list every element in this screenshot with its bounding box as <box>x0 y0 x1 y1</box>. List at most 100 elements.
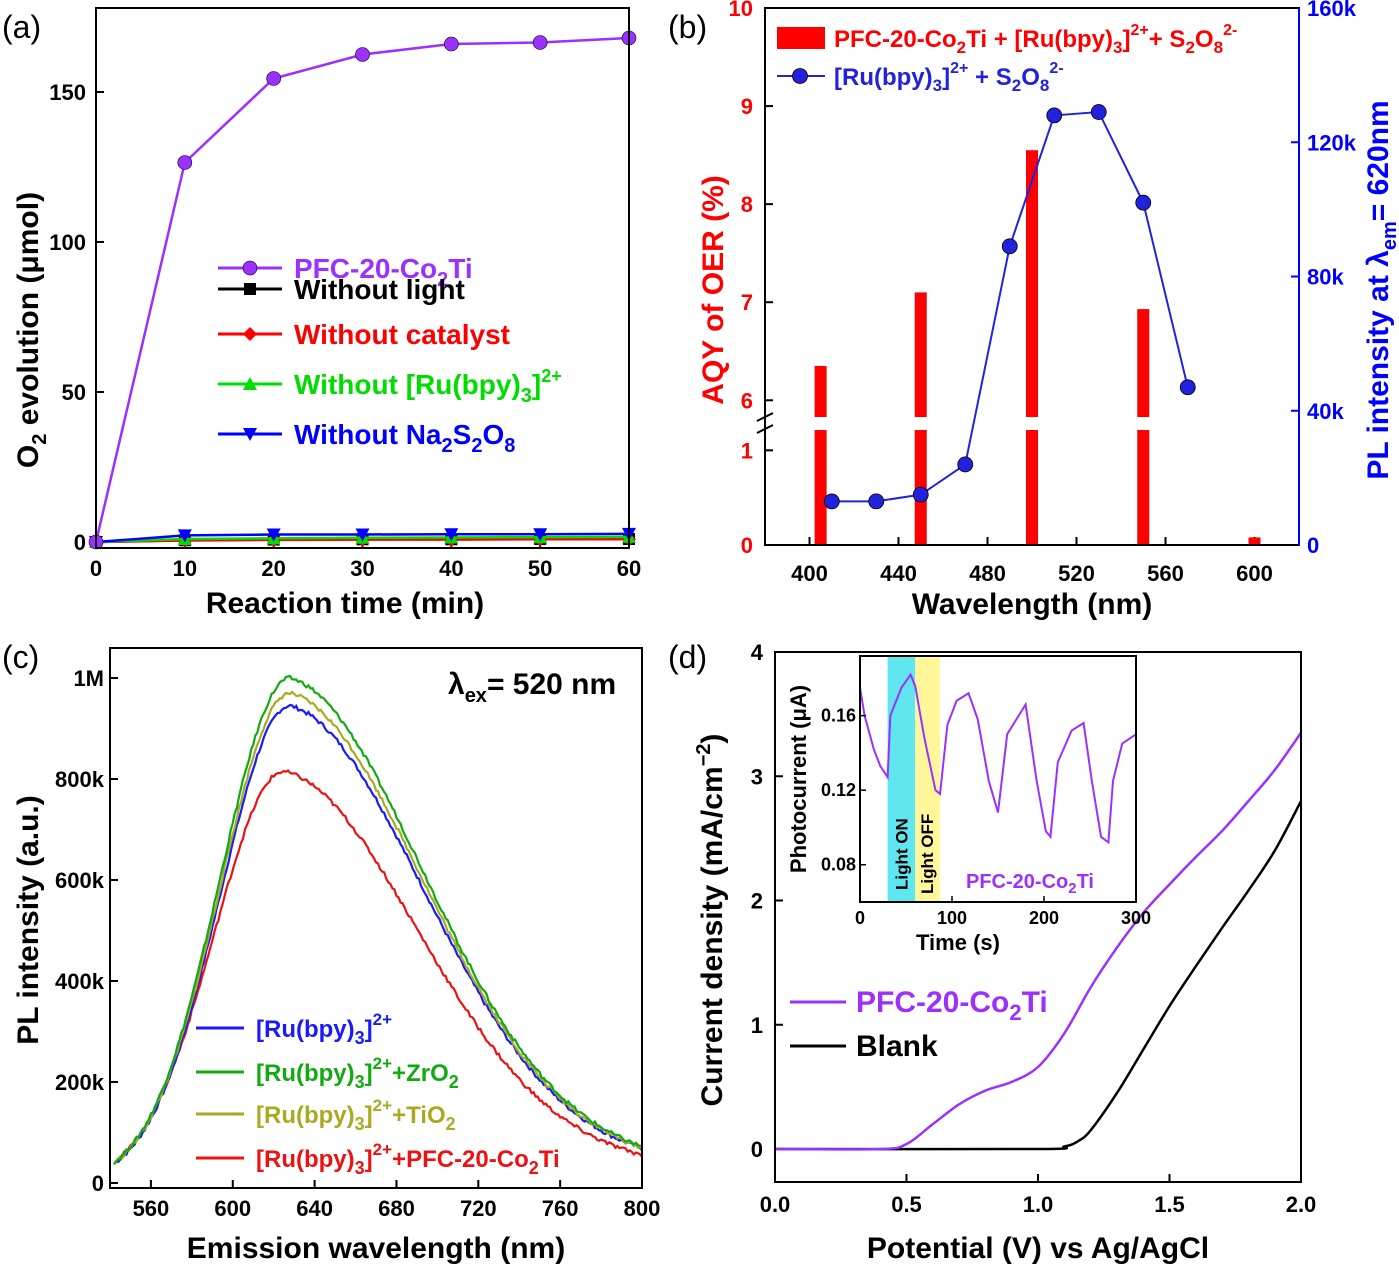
a-legend-marker <box>243 327 257 341</box>
a-xtick-label: 60 <box>617 556 641 581</box>
d-ytick-label: 0 <box>751 1137 763 1162</box>
c-xtick-label: 680 <box>378 1196 415 1221</box>
d-inset-xtick-label: 100 <box>937 908 967 928</box>
d-ytick-label: 3 <box>751 764 763 789</box>
c-ytick-label: 600k <box>55 868 105 893</box>
d-inset-ytick-label: 0.16 <box>821 706 856 726</box>
d-inset-line <box>859 672 1137 845</box>
a-ytick-label: 50 <box>62 380 86 405</box>
b-bar-break <box>1136 417 1151 430</box>
panel-c-frame <box>109 647 643 1189</box>
b-ytick-left-label: 10 <box>729 0 753 21</box>
a-xtick-label: 20 <box>261 556 285 581</box>
b-legend-bar-label: PFC-20-Co2Ti + [Ru(bpy)3]2++ S2O82- <box>834 22 1237 57</box>
b-bar <box>814 365 827 545</box>
panel-c-legend: [Ru(bpy)3]2+ [Ru(bpy)3]2++ZrO2 [Ru(bpy)3]2… <box>196 1010 560 1178</box>
c-ytick-label: 0 <box>92 1171 104 1196</box>
b-point <box>1046 107 1063 124</box>
d-ytick-label: 1 <box>751 1013 763 1038</box>
a-legend-label: Without [Ru(bpy)3]2+ <box>294 366 562 407</box>
panel-c-annotation: λex= 520 nm <box>448 668 616 707</box>
a-legend-label: Without Na2S2O8 <box>294 419 515 457</box>
panel-b-ylabel-right: PL intensity at λem= 620nm <box>1362 100 1399 479</box>
d-legend-label: PFC-20-Co2Ti <box>856 986 1048 1025</box>
a-xtick-label: 30 <box>350 556 374 581</box>
d-inset-ytick-label: 0.08 <box>821 855 856 875</box>
b-bar <box>1026 150 1038 545</box>
b-point <box>1001 238 1018 255</box>
b-ytick-right-label: 120k <box>1307 130 1357 155</box>
b-legend-bar-swatch <box>777 27 825 49</box>
b-xtick-label: 440 <box>880 561 917 586</box>
d-inset-xtick-label: 300 <box>1121 908 1151 928</box>
panel-a-ylabel: O2 evolution (μmol) <box>12 192 51 468</box>
c-xtick-label: 760 <box>542 1196 579 1221</box>
a-ytick-label: 150 <box>49 80 86 105</box>
c-xtick-label: 640 <box>296 1196 333 1221</box>
panel-c-plot-area: 560 600 640 680 720 760 800 0 200k 400k 600k 800k 1M <box>55 666 660 1221</box>
d-xtick-label: 0.0 <box>760 1192 791 1217</box>
panel-d-inset: Light ON Light OFF 0 100 200 300 0.08 0.12 0.16 T… <box>786 655 1151 955</box>
c-ytick-label: 200k <box>55 1070 105 1095</box>
a-ytick-label: 100 <box>49 230 86 255</box>
panel-a-plot-area: 0 10 20 30 40 50 60 0 50 100 150 <box>49 30 641 581</box>
b-point <box>957 456 974 473</box>
a-point <box>533 528 548 542</box>
panel-d-legend: PFC-20-Co2Ti Blank <box>790 986 1048 1063</box>
a-xtick-label: 0 <box>90 556 102 581</box>
d-inset-light-on-label: Light ON <box>892 818 911 890</box>
d-ytick-label: 2 <box>751 889 763 914</box>
panel-d-ylabel: Current density (mA/cm−2) <box>693 734 729 1107</box>
a-legend-marker <box>243 377 257 390</box>
c-series-line <box>113 703 643 1165</box>
b-point <box>912 486 929 503</box>
panel-d: (d) 0.0 0.5 1.0 1.5 2.0 0 1 2 3 4 Potential (V) v… <box>668 639 1316 1265</box>
a-point <box>177 529 192 543</box>
c-xtick-label: 560 <box>133 1196 170 1221</box>
b-ytick-right-label: 160k <box>1307 0 1357 21</box>
c-legend-label: [Ru(bpy)3]2++TiO2 <box>256 1096 456 1134</box>
c-xtick-label: 600 <box>214 1196 251 1221</box>
b-xtick-label: 560 <box>1147 561 1184 586</box>
b-point <box>868 493 885 510</box>
panel-a-xlabel: Reaction time (min) <box>206 587 484 620</box>
b-bar-break <box>813 417 828 430</box>
panel-d-label: (d) <box>668 639 707 675</box>
panel-c-xlabel: Emission wavelength (nm) <box>187 1232 565 1265</box>
c-ytick-label: 1M <box>73 666 104 691</box>
c-ytick-label: 800k <box>55 767 105 792</box>
panel-a-frame <box>95 7 630 549</box>
a-legend-label: Without catalyst <box>294 319 510 350</box>
b-xtick-label: 520 <box>1058 561 1095 586</box>
d-legend-label: Blank <box>856 1030 938 1063</box>
panel-a: (a) 0 10 20 30 40 50 60 0 50 100 150 Reaction time… <box>2 7 641 620</box>
d-series-line <box>774 732 1303 1151</box>
b-ytick-left-label: 9 <box>741 94 753 119</box>
b-legend-line-label: [Ru(bpy)3]2+ + S2O82- <box>834 60 1064 95</box>
d-xtick-label: 0.5 <box>891 1192 922 1217</box>
a-point <box>355 47 370 62</box>
a-legend-marker <box>243 428 257 441</box>
a-legend-marker <box>244 283 256 295</box>
b-bar-break <box>1025 417 1039 430</box>
panel-b: (b) 400 440 480 520 560 600 0 1 6 7 8 9 10 0 40k 80k 120… <box>668 0 1399 621</box>
panel-c: (c) 560 600 640 680 720 760 800 0 200k 400k 600k 80… <box>2 639 660 1265</box>
b-point <box>1179 379 1196 396</box>
a-point <box>266 71 281 86</box>
b-ytick-left-label: 8 <box>741 192 753 217</box>
d-inset-ylabel: Photocurrent (μA) <box>786 685 811 873</box>
c-ytick-label: 400k <box>55 969 105 994</box>
d-xtick-label: 1.5 <box>1154 1192 1185 1217</box>
panel-d-plot-area: 0.0 0.5 1.0 1.5 2.0 0 1 2 3 4 <box>751 640 1317 1217</box>
d-inset-light-on-band <box>887 656 916 902</box>
a-xtick-label: 50 <box>528 556 552 581</box>
a-point <box>532 35 548 50</box>
b-ytick-right-label: 0 <box>1307 533 1319 558</box>
panel-b-legend: PFC-20-Co2Ti + [Ru(bpy)3]2++ S2O82-[Ru(b… <box>777 22 1237 95</box>
d-series-line <box>774 800 1303 1151</box>
b-bar-break <box>913 417 928 430</box>
c-series-line <box>113 769 643 1165</box>
b-legend-marker <box>792 68 808 84</box>
